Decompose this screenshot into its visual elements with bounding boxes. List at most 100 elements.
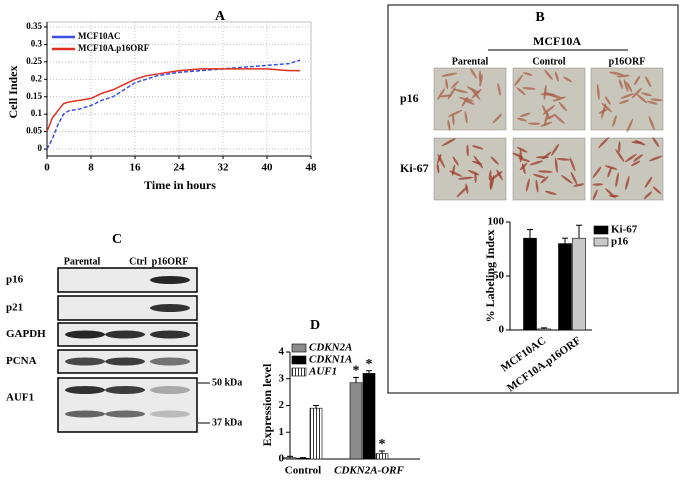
cell [447, 119, 451, 131]
band [150, 357, 190, 366]
error-bar [379, 450, 385, 454]
cell [461, 96, 469, 107]
cell [451, 114, 455, 126]
legend-label: CDKN2A [309, 342, 352, 354]
y-tick-label: 3 [279, 372, 285, 384]
row-label: AUF1 [6, 392, 34, 404]
cell [592, 183, 604, 186]
column-label: Ctrl [129, 256, 147, 267]
cell [645, 76, 652, 88]
blot [57, 322, 198, 347]
y-tick-label: 0.15 [26, 91, 42, 101]
micrograph [590, 137, 664, 201]
cell [436, 163, 440, 174]
bar [296, 457, 310, 460]
cell [633, 154, 644, 162]
cell [618, 79, 623, 89]
significance-mark: * [353, 364, 360, 379]
x-tick-label: Control [285, 465, 321, 477]
cell [464, 99, 475, 105]
cell [631, 87, 643, 99]
cell [598, 137, 609, 149]
y-tick-label: 0.2 [31, 73, 43, 83]
cell [608, 194, 619, 198]
cell [619, 99, 630, 104]
cell [441, 72, 458, 77]
cell [492, 113, 503, 124]
legend-swatch [593, 237, 609, 247]
bar [523, 237, 537, 331]
cell [652, 137, 660, 148]
error-bar [287, 455, 293, 458]
cell [519, 112, 531, 118]
cell [623, 79, 629, 92]
cell [604, 96, 611, 105]
error-bar [313, 405, 319, 409]
cell [544, 190, 557, 195]
panel-label: A [215, 9, 226, 24]
band [65, 330, 105, 339]
cell [447, 87, 456, 100]
cell [609, 71, 624, 76]
micrograph [433, 137, 507, 201]
x-tick-label: 16 [130, 162, 142, 174]
group-label: MCF10A [533, 34, 581, 48]
cell [558, 101, 568, 112]
cell [456, 186, 468, 198]
cell [522, 72, 533, 76]
cell [527, 122, 541, 125]
y-axis-label: Expression level [260, 363, 274, 446]
cell [615, 149, 625, 162]
cell [538, 170, 553, 173]
cell [592, 166, 602, 179]
y-tick-label: 100 [488, 216, 505, 228]
cell [626, 82, 633, 93]
cell [625, 175, 630, 191]
y-tick-label: 50 [493, 270, 505, 282]
cell [479, 74, 483, 87]
band [150, 276, 190, 284]
error-bar [366, 370, 372, 374]
error-bar [527, 229, 533, 239]
micrograph [590, 67, 664, 133]
cell [516, 87, 526, 96]
legend-swatch [593, 225, 609, 235]
y-tick-label: 0 [38, 143, 43, 153]
cell [471, 88, 482, 99]
cell [522, 87, 536, 90]
legend-label: Ki-67 [611, 224, 638, 236]
x-tick-label: CDKN2A-ORF [334, 465, 404, 477]
column-label: Control [532, 56, 565, 67]
cell [437, 153, 442, 164]
cell [601, 103, 607, 119]
cell [488, 170, 492, 181]
cell [573, 183, 585, 187]
cell [496, 169, 503, 181]
cell [466, 144, 469, 157]
cell [452, 88, 469, 94]
cell [464, 111, 468, 124]
cell [643, 191, 653, 200]
cell [605, 165, 618, 170]
column-label: p16ORF [609, 56, 646, 67]
cell [552, 96, 567, 102]
micrograph-bg [433, 137, 507, 201]
column-label: Parental [64, 256, 101, 267]
cell [636, 93, 648, 104]
column-label: p16ORF [152, 256, 189, 267]
cell [516, 117, 527, 122]
cell [448, 109, 463, 117]
cell [451, 164, 456, 176]
blot [57, 377, 198, 433]
legend-swatch [291, 343, 307, 353]
band [105, 330, 145, 339]
cell [596, 83, 600, 100]
legend-swatch [291, 355, 307, 365]
cell [620, 93, 634, 99]
cell [601, 102, 613, 113]
line-series [46, 68, 300, 132]
panel-label: C [112, 232, 122, 247]
x-tick-label: 8 [88, 162, 94, 174]
panel-b-frame [387, 4, 679, 394]
